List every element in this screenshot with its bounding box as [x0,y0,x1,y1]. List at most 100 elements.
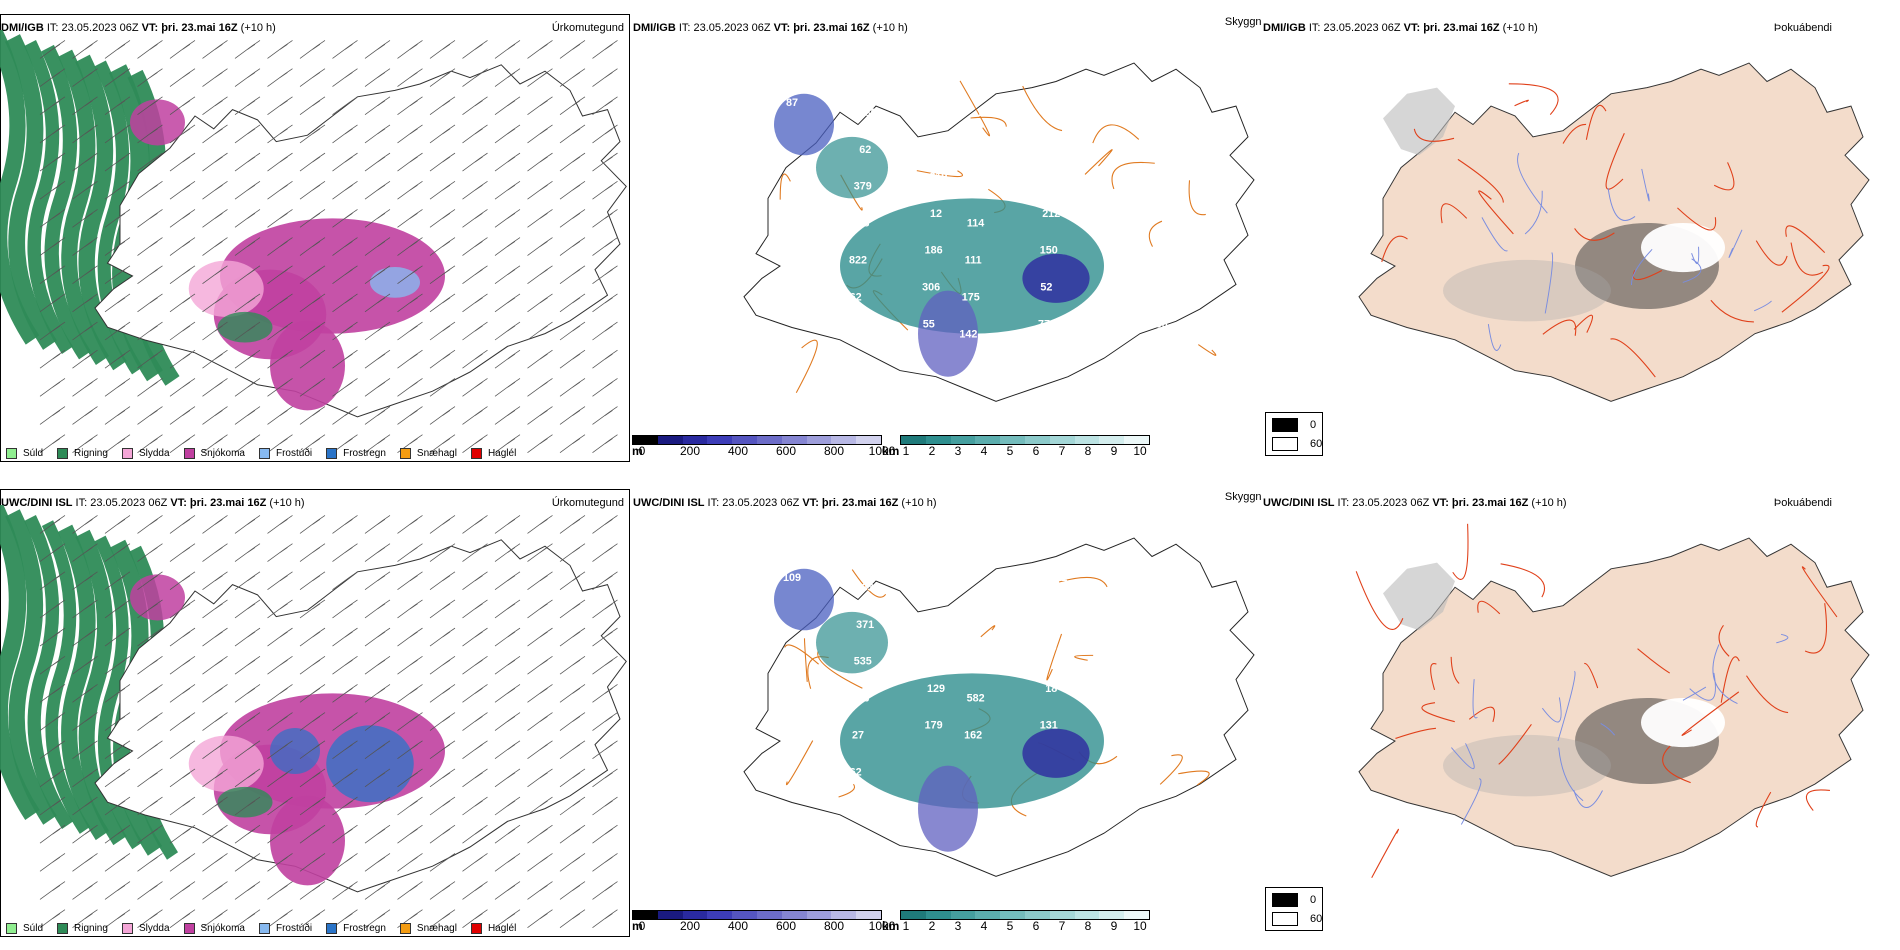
road-line [1074,654,1094,661]
visibility-value-label: 87 [786,97,798,109]
road-line [1457,158,1504,203]
visibility-value-label: 247 [1045,171,1063,183]
rain-band [75,54,127,371]
visibility-value-label: 193 [1118,218,1136,230]
visibility-value-label: 61 [1126,619,1138,631]
river-line [1691,246,1700,264]
fog-legend: 0 60 [1265,412,1323,456]
road-line [1188,180,1206,216]
road-line [1477,600,1501,615]
visibility-map: 87 180 33 13 37 97 33 62 119 53 33 491 740 379 219 46 24… [743,62,1255,402]
panel-header: DMI/IGB IT: 23.05.2023 06Z VT: þri. 23.m… [633,22,908,34]
road-line [1805,789,1830,811]
legend-label: Slydda [138,923,170,934]
road-line [1632,270,1663,281]
road-line [1637,648,1671,674]
legend-item-snjokoma: Snjókoma [183,923,245,934]
road-line [1562,123,1587,144]
model-name: UWC/DINI ISL [1263,497,1335,509]
legend-item-frostregn: Frostregn [326,448,386,459]
visibility-value-label: 13 [977,107,989,119]
legend-swatch [326,923,338,934]
road-line [1514,99,1529,107]
visibility-value-label: 93 [1123,656,1135,668]
unit-meters: m [632,919,643,933]
road-line [1681,691,1740,736]
legend-label: Snjókoma [200,923,245,934]
fog-panel: UWC/DINI ISL IT: 23.05.2023 06Z VT: þri.… [1262,475,1892,950]
legend-label: Frostúði [275,923,313,934]
legend-swatch [470,923,482,934]
visibility-value-label: 162 [964,729,982,741]
visibility-value-label: 874 [1045,646,1064,658]
legend-swatch [399,448,411,459]
fog-title: Þokuábendi [1773,22,1832,34]
rain-band [75,529,127,846]
visibility-value-label: 83 [862,582,874,594]
visibility-value-label: 33 [1168,134,1180,146]
river-line [1451,743,1475,770]
visibility-value-label: 31 [1168,609,1180,621]
road-line [1452,523,1469,580]
river-line [1600,722,1616,736]
river-line [1481,217,1508,252]
road-line [1413,128,1455,142]
road-line [1790,242,1824,276]
road-line [1159,754,1183,785]
model-name: DMI/IGB [633,22,676,34]
visibility-value-label: 37 [1052,97,1064,109]
road-line [1440,203,1468,224]
colorbar-meters [632,435,882,445]
visibility-value-label: 77 [1038,318,1050,330]
road-line [1148,220,1163,247]
rain-band [24,515,73,829]
fog-title: Þokuábendi [1773,497,1832,509]
visibility-value-label: 46 [972,181,984,193]
legend-box-white [1272,437,1298,451]
visibility-value-label: 56 [1156,318,1168,330]
visibility-value-label: 379 [854,181,872,193]
road-line [1430,663,1437,691]
legend-label: Snæhagl [416,448,457,459]
road-line [1421,702,1455,723]
river-line [1472,679,1478,719]
visibility-value-label: 89 [1050,609,1062,621]
visibility-value-label: 33 [937,97,949,109]
visibility-value-label: 97 [1128,107,1140,119]
panel-header: DMI/IGB IT: 23.05.2023 06Z VT: þri. 23.m… [1,22,276,34]
visibility-value-label: 740 [1162,171,1180,183]
river-line [1558,747,1584,802]
legend-value: 0 [1310,419,1317,431]
visibility-value-label: 111 [965,254,982,266]
rain-band [41,520,91,834]
road-line [1498,724,1532,765]
rain-band [57,524,110,841]
legend-value: 60 [1310,438,1323,450]
road-line [1478,190,1514,235]
river-line [1728,229,1743,258]
visibility-value-label: 119 [932,134,949,146]
precip-title: Úrkomutegund [551,22,624,34]
legend-swatch [57,923,69,934]
panel-header: UWC/DINI ISL IT: 23.05.2023 06Z VT: þri.… [1,497,305,509]
river-line [1641,168,1650,202]
road-line [1395,727,1436,739]
visibility-value-label: 180 [859,107,877,119]
legend-label: Haglél [487,923,517,934]
legend-label: Rigning [74,448,108,459]
legend-item-frostudi: Frostúði [258,448,312,459]
legend-label: Rigning [74,923,108,934]
legend-box-black [1272,893,1298,907]
river-line [1524,190,1543,235]
visibility-value-label: 142 [959,328,977,340]
model-name: UWC/DINI ISL [1,497,73,509]
rain-band [0,30,40,345]
visibility-value-label: 33 [977,582,989,594]
visibility-value-label: 222 [1115,254,1133,266]
legend-item-snaehagl: Snæhagl [399,923,457,934]
precip-title: Úrkomutegund [551,497,624,509]
visibility-value-label: 42 [1118,729,1130,741]
visibility-value-label: 371 [856,619,874,631]
visibility-value-label: 62 [859,144,871,156]
visibility-value-label: 88 [932,646,944,658]
